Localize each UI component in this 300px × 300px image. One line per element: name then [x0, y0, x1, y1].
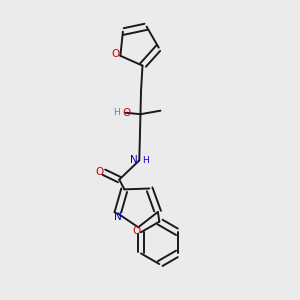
- Text: O: O: [95, 167, 104, 177]
- Text: O: O: [122, 108, 131, 118]
- Text: N: N: [114, 212, 122, 222]
- Text: N: N: [130, 155, 138, 165]
- Text: O: O: [133, 226, 141, 236]
- Text: H: H: [142, 156, 149, 165]
- Text: H: H: [113, 108, 120, 117]
- Text: O: O: [111, 49, 119, 59]
